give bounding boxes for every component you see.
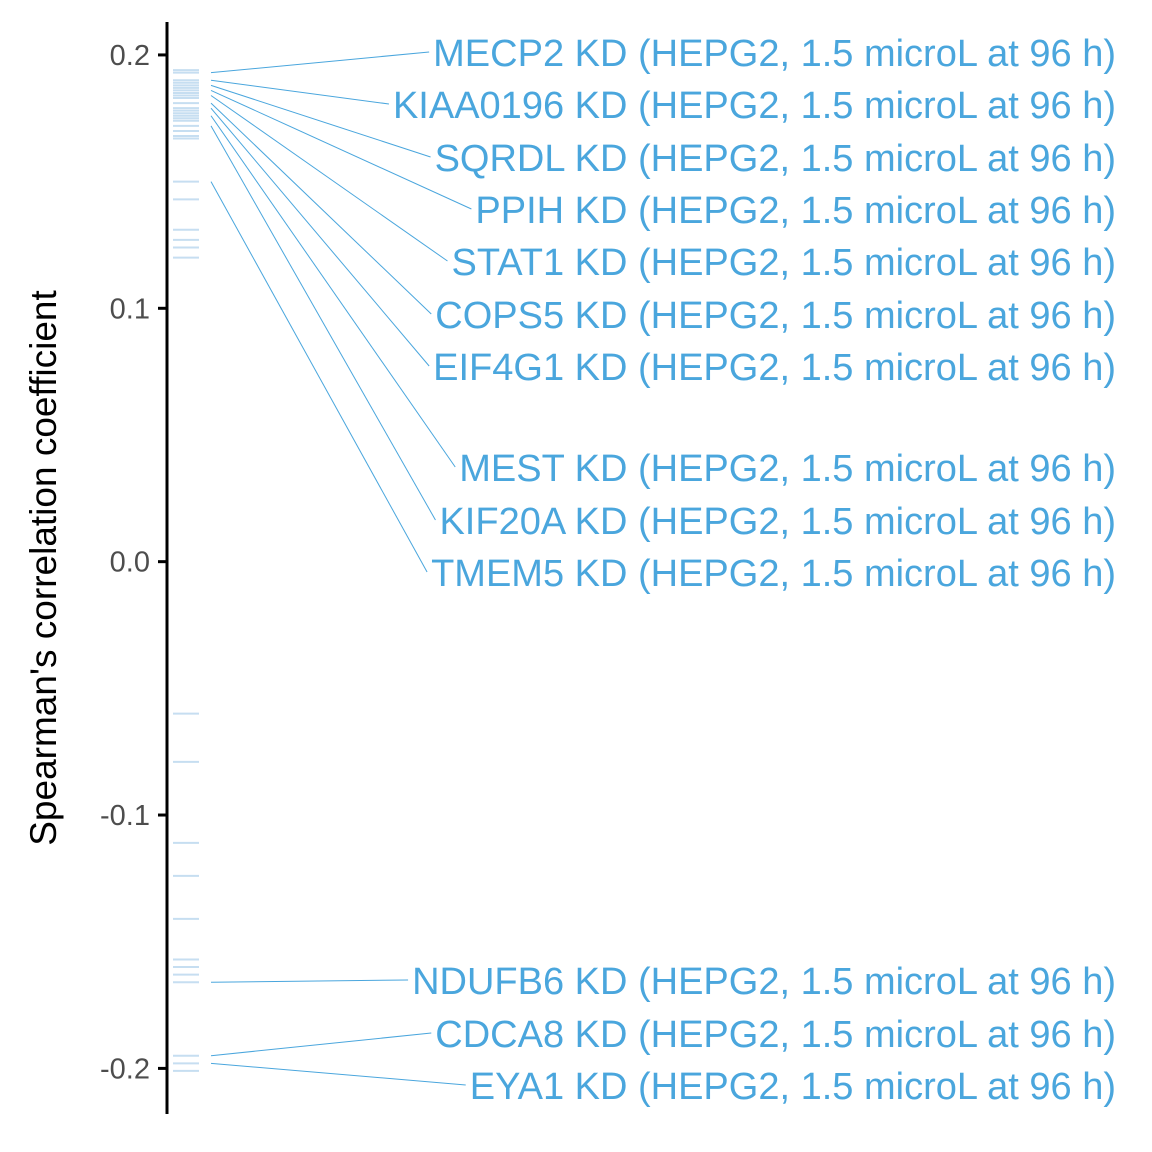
label-leader-line	[210, 1032, 432, 1057]
y-tick-label: 0.2	[110, 40, 150, 72]
label-leader-line	[210, 89, 472, 210]
label-leader-lines	[210, 51, 472, 1086]
point-label: SQRDL KD (HEPG2, 1.5 microL at 96 h)	[435, 138, 1116, 180]
label-leader-line	[210, 1062, 466, 1086]
label-leader-line	[210, 51, 430, 74]
label-leader-line	[210, 95, 448, 262]
point-label: MECP2 KD (HEPG2, 1.5 microL at 96 h)	[433, 33, 1116, 75]
label-leader-line	[210, 79, 390, 105]
rug-marks	[173, 69, 199, 1072]
point-label: NDUFB6 KD (HEPG2, 1.5 microL at 96 h)	[412, 961, 1116, 1003]
y-axis-ticks: 0.2 0.1 0.0 -0.1 -0.2	[100, 40, 167, 1085]
y-axis-title: Spearman's correlation coefficient	[23, 290, 64, 846]
y-tick-label: -0.2	[100, 1053, 150, 1085]
point-label: KIAA0196 KD (HEPG2, 1.5 microL at 96 h)	[393, 85, 1116, 127]
point-label: CDCA8 KD (HEPG2, 1.5 microL at 96 h)	[435, 1014, 1116, 1056]
point-labels: MECP2 KD (HEPG2, 1.5 microL at 96 h) KIAA…	[393, 33, 1116, 1108]
y-tick-label: -0.1	[100, 800, 150, 832]
label-leader-line	[210, 107, 430, 367]
point-label: MEST KD (HEPG2, 1.5 microL at 96 h)	[459, 448, 1116, 490]
point-label: KIF20A KD (HEPG2, 1.5 microL at 96 h)	[439, 501, 1116, 543]
y-tick-label: 0.1	[110, 293, 150, 325]
label-leader-line	[210, 102, 432, 315]
label-leader-line	[210, 979, 409, 983]
label-leader-line	[210, 181, 428, 573]
y-tick-label: 0.0	[110, 547, 150, 579]
point-label: TMEM5 KD (HEPG2, 1.5 microL at 96 h)	[431, 553, 1116, 595]
label-leader-line	[210, 115, 456, 468]
point-label: PPIH KD (HEPG2, 1.5 microL at 96 h)	[475, 190, 1116, 232]
label-leader-line	[210, 125, 436, 521]
point-label: EIF4G1 KD (HEPG2, 1.5 microL at 96 h)	[433, 347, 1116, 389]
point-label: COPS5 KD (HEPG2, 1.5 microL at 96 h)	[435, 295, 1116, 337]
point-label: EYA1 KD (HEPG2, 1.5 microL at 96 h)	[470, 1066, 1116, 1108]
label-leader-line	[210, 84, 431, 158]
point-label: STAT1 KD (HEPG2, 1.5 microL at 96 h)	[451, 242, 1116, 284]
